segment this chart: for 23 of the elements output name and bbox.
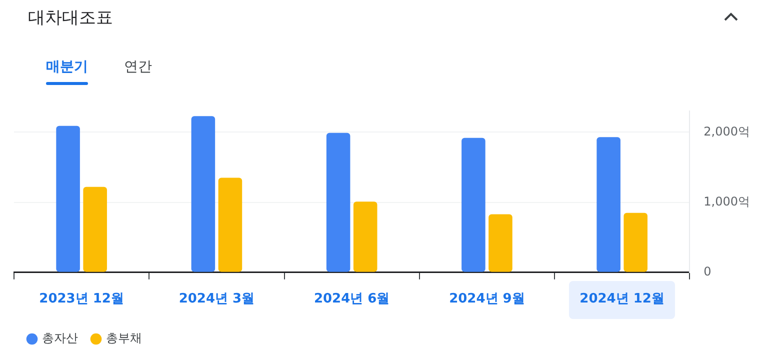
y-tick-label: 2,000억 bbox=[704, 124, 750, 138]
legend-label: 총부채 bbox=[106, 331, 142, 346]
x-tick-label: 2023년 12월 bbox=[39, 292, 124, 307]
bar bbox=[596, 137, 620, 272]
bar bbox=[83, 186, 107, 272]
bar bbox=[462, 138, 486, 272]
x-tick-label: 2024년 6월 bbox=[314, 292, 390, 307]
x-tick-label: 2024년 9월 bbox=[449, 292, 525, 307]
y-tick-label: 0 bbox=[704, 264, 712, 279]
bar bbox=[56, 126, 80, 272]
bar bbox=[488, 214, 512, 272]
bar bbox=[624, 212, 648, 272]
y-tick-label: 1,000억 bbox=[704, 194, 750, 208]
bar bbox=[326, 132, 350, 272]
x-tick-label: 2024년 12월 bbox=[580, 292, 664, 307]
text: 연간 bbox=[124, 58, 152, 76]
x-tick-label: 2024년 3월 bbox=[178, 292, 255, 307]
text: 매분기 bbox=[46, 58, 88, 76]
legend-label: 총자산 bbox=[42, 331, 78, 346]
bar bbox=[353, 202, 378, 272]
bar bbox=[218, 178, 242, 272]
chart-title: 대차대조표 bbox=[28, 7, 113, 29]
bar bbox=[191, 116, 216, 272]
